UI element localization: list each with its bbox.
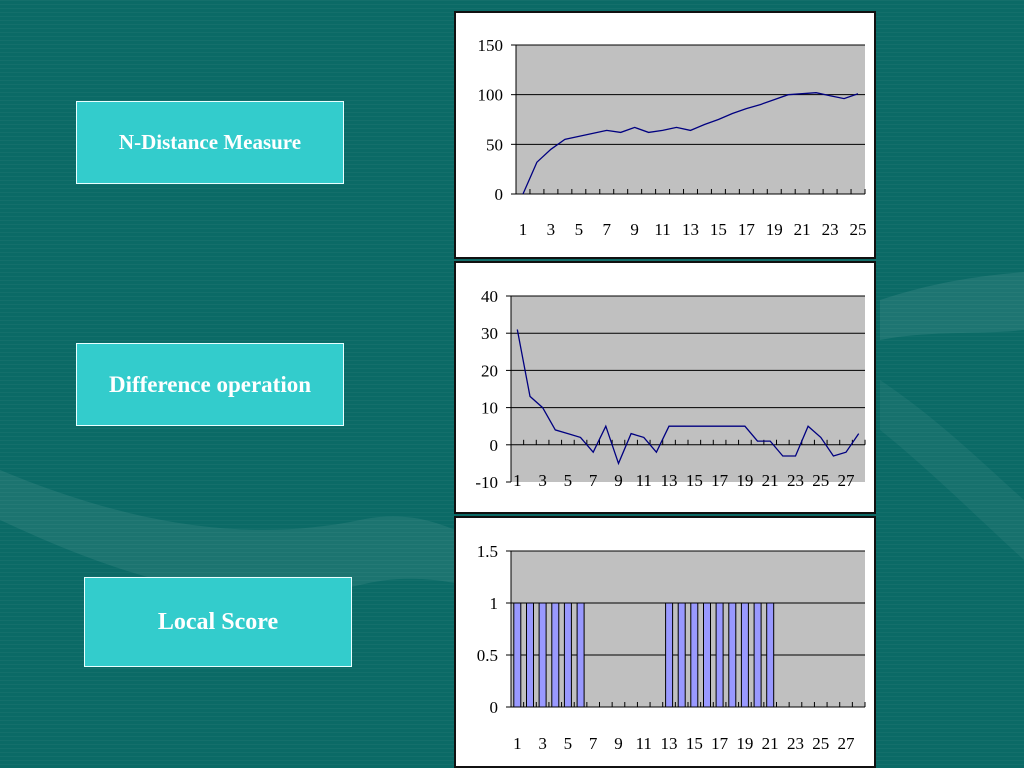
x-tick-label: 21 — [762, 734, 779, 753]
y-tick-label: 100 — [478, 86, 504, 105]
x-tick-label: 3 — [538, 471, 547, 490]
chart-local-score: 00.511.51 3 5 7 9 11 13 15 17 19 21 23 25 27 — [477, 542, 866, 753]
x-tick-label: 19 — [736, 734, 753, 753]
x-tick-label: 7 — [589, 734, 598, 753]
chart-panel-local-score: 0 0.5 1 1.5 1 3 5 7 9 11 13 15 17 19 21 23 25 27 — [454, 516, 876, 768]
label-difference-operation: Difference operation — [76, 343, 344, 426]
x-tick-label: 3 — [538, 734, 547, 753]
x-tick-label: 25 — [812, 734, 829, 753]
x-tick-label: 9 — [614, 471, 623, 490]
x-tick-label: 25 — [850, 220, 867, 239]
y-tick-label: 10 — [481, 399, 498, 418]
bar — [665, 602, 674, 708]
x-tick-label: 7 — [602, 220, 611, 239]
bar — [677, 602, 686, 708]
series-line — [516, 329, 860, 466]
y-tick-label: 1.5 — [477, 542, 498, 561]
x-tick-label: 1 — [513, 471, 522, 490]
y-tick-label: 0 — [490, 436, 499, 455]
bar — [563, 602, 572, 708]
x-tick-label: 15 — [710, 220, 727, 239]
chart-panel-n-distance: 0 50 100 150 1 3 5 7 9 11 13 15 17 19 21 23 25 — [454, 11, 876, 259]
x-tick-label: 17 — [711, 471, 729, 490]
bar — [740, 602, 749, 708]
plot-area — [516, 45, 865, 194]
bar — [703, 602, 711, 708]
x-tick-label: 3 — [547, 220, 556, 239]
x-tick-label: 1 — [519, 220, 528, 239]
x-tick-label: 9 — [630, 220, 639, 239]
x-tick-label: 1 — [513, 734, 522, 753]
x-tick-label: 5 — [575, 220, 584, 239]
x-tick-label: 21 — [794, 220, 811, 239]
x-tick-label: 13 — [661, 734, 678, 753]
x-tick-label: 7 — [589, 471, 598, 490]
x-tick-label: 13 — [682, 220, 699, 239]
x-tick-label: 27 — [838, 471, 856, 490]
x-tick-label: 25 — [812, 471, 829, 490]
bar — [715, 602, 724, 708]
bar — [538, 602, 547, 708]
bar — [526, 602, 534, 708]
bar — [728, 602, 737, 708]
x-tick-label: 11 — [636, 471, 652, 490]
x-tick-label: 19 — [766, 220, 783, 239]
x-tick-label: 15 — [686, 471, 703, 490]
x-tick-label: 5 — [564, 471, 573, 490]
y-tick-label: 0 — [495, 185, 504, 204]
y-tick-label: 1 — [490, 594, 499, 613]
x-tick-label: 13 — [661, 471, 678, 490]
label-n-distance-measure: N-Distance Measure — [76, 101, 344, 184]
x-tick-label: 17 — [738, 220, 756, 239]
y-tick-label: 50 — [486, 135, 503, 154]
series-line — [522, 92, 859, 195]
y-tick-label: 150 — [478, 36, 504, 55]
bar — [766, 602, 775, 708]
bar — [551, 602, 560, 708]
x-tick-label: 11 — [636, 734, 652, 753]
bar — [576, 602, 585, 708]
bar — [690, 602, 699, 708]
x-tick-label: 9 — [614, 734, 623, 753]
y-tick-label: 40 — [481, 287, 498, 306]
y-tick-label: 0.5 — [477, 646, 498, 665]
x-tick-label: 23 — [822, 220, 839, 239]
y-tick-label: 0 — [490, 698, 499, 717]
y-tick-label: 20 — [481, 361, 498, 380]
x-tick-label: 17 — [711, 734, 729, 753]
x-tick-label: 19 — [736, 471, 753, 490]
chart-panel-difference: -10 0 10 20 30 40 1 3 5 7 9 11 13 15 17 19 21 23 25 27 — [454, 261, 876, 514]
bar — [753, 602, 762, 708]
x-tick-label: 11 — [654, 220, 670, 239]
plot-area — [511, 296, 865, 482]
y-tick-label: -10 — [475, 473, 498, 492]
bar — [513, 602, 522, 708]
y-tick-label: 30 — [481, 324, 498, 343]
x-tick-label: 5 — [564, 734, 573, 753]
x-tick-label: 15 — [686, 734, 703, 753]
x-tick-label: 23 — [787, 734, 804, 753]
x-tick-label: 23 — [787, 471, 804, 490]
label-local-score: Local Score — [84, 577, 352, 667]
x-tick-label: 21 — [762, 471, 779, 490]
x-tick-label: 27 — [838, 734, 856, 753]
